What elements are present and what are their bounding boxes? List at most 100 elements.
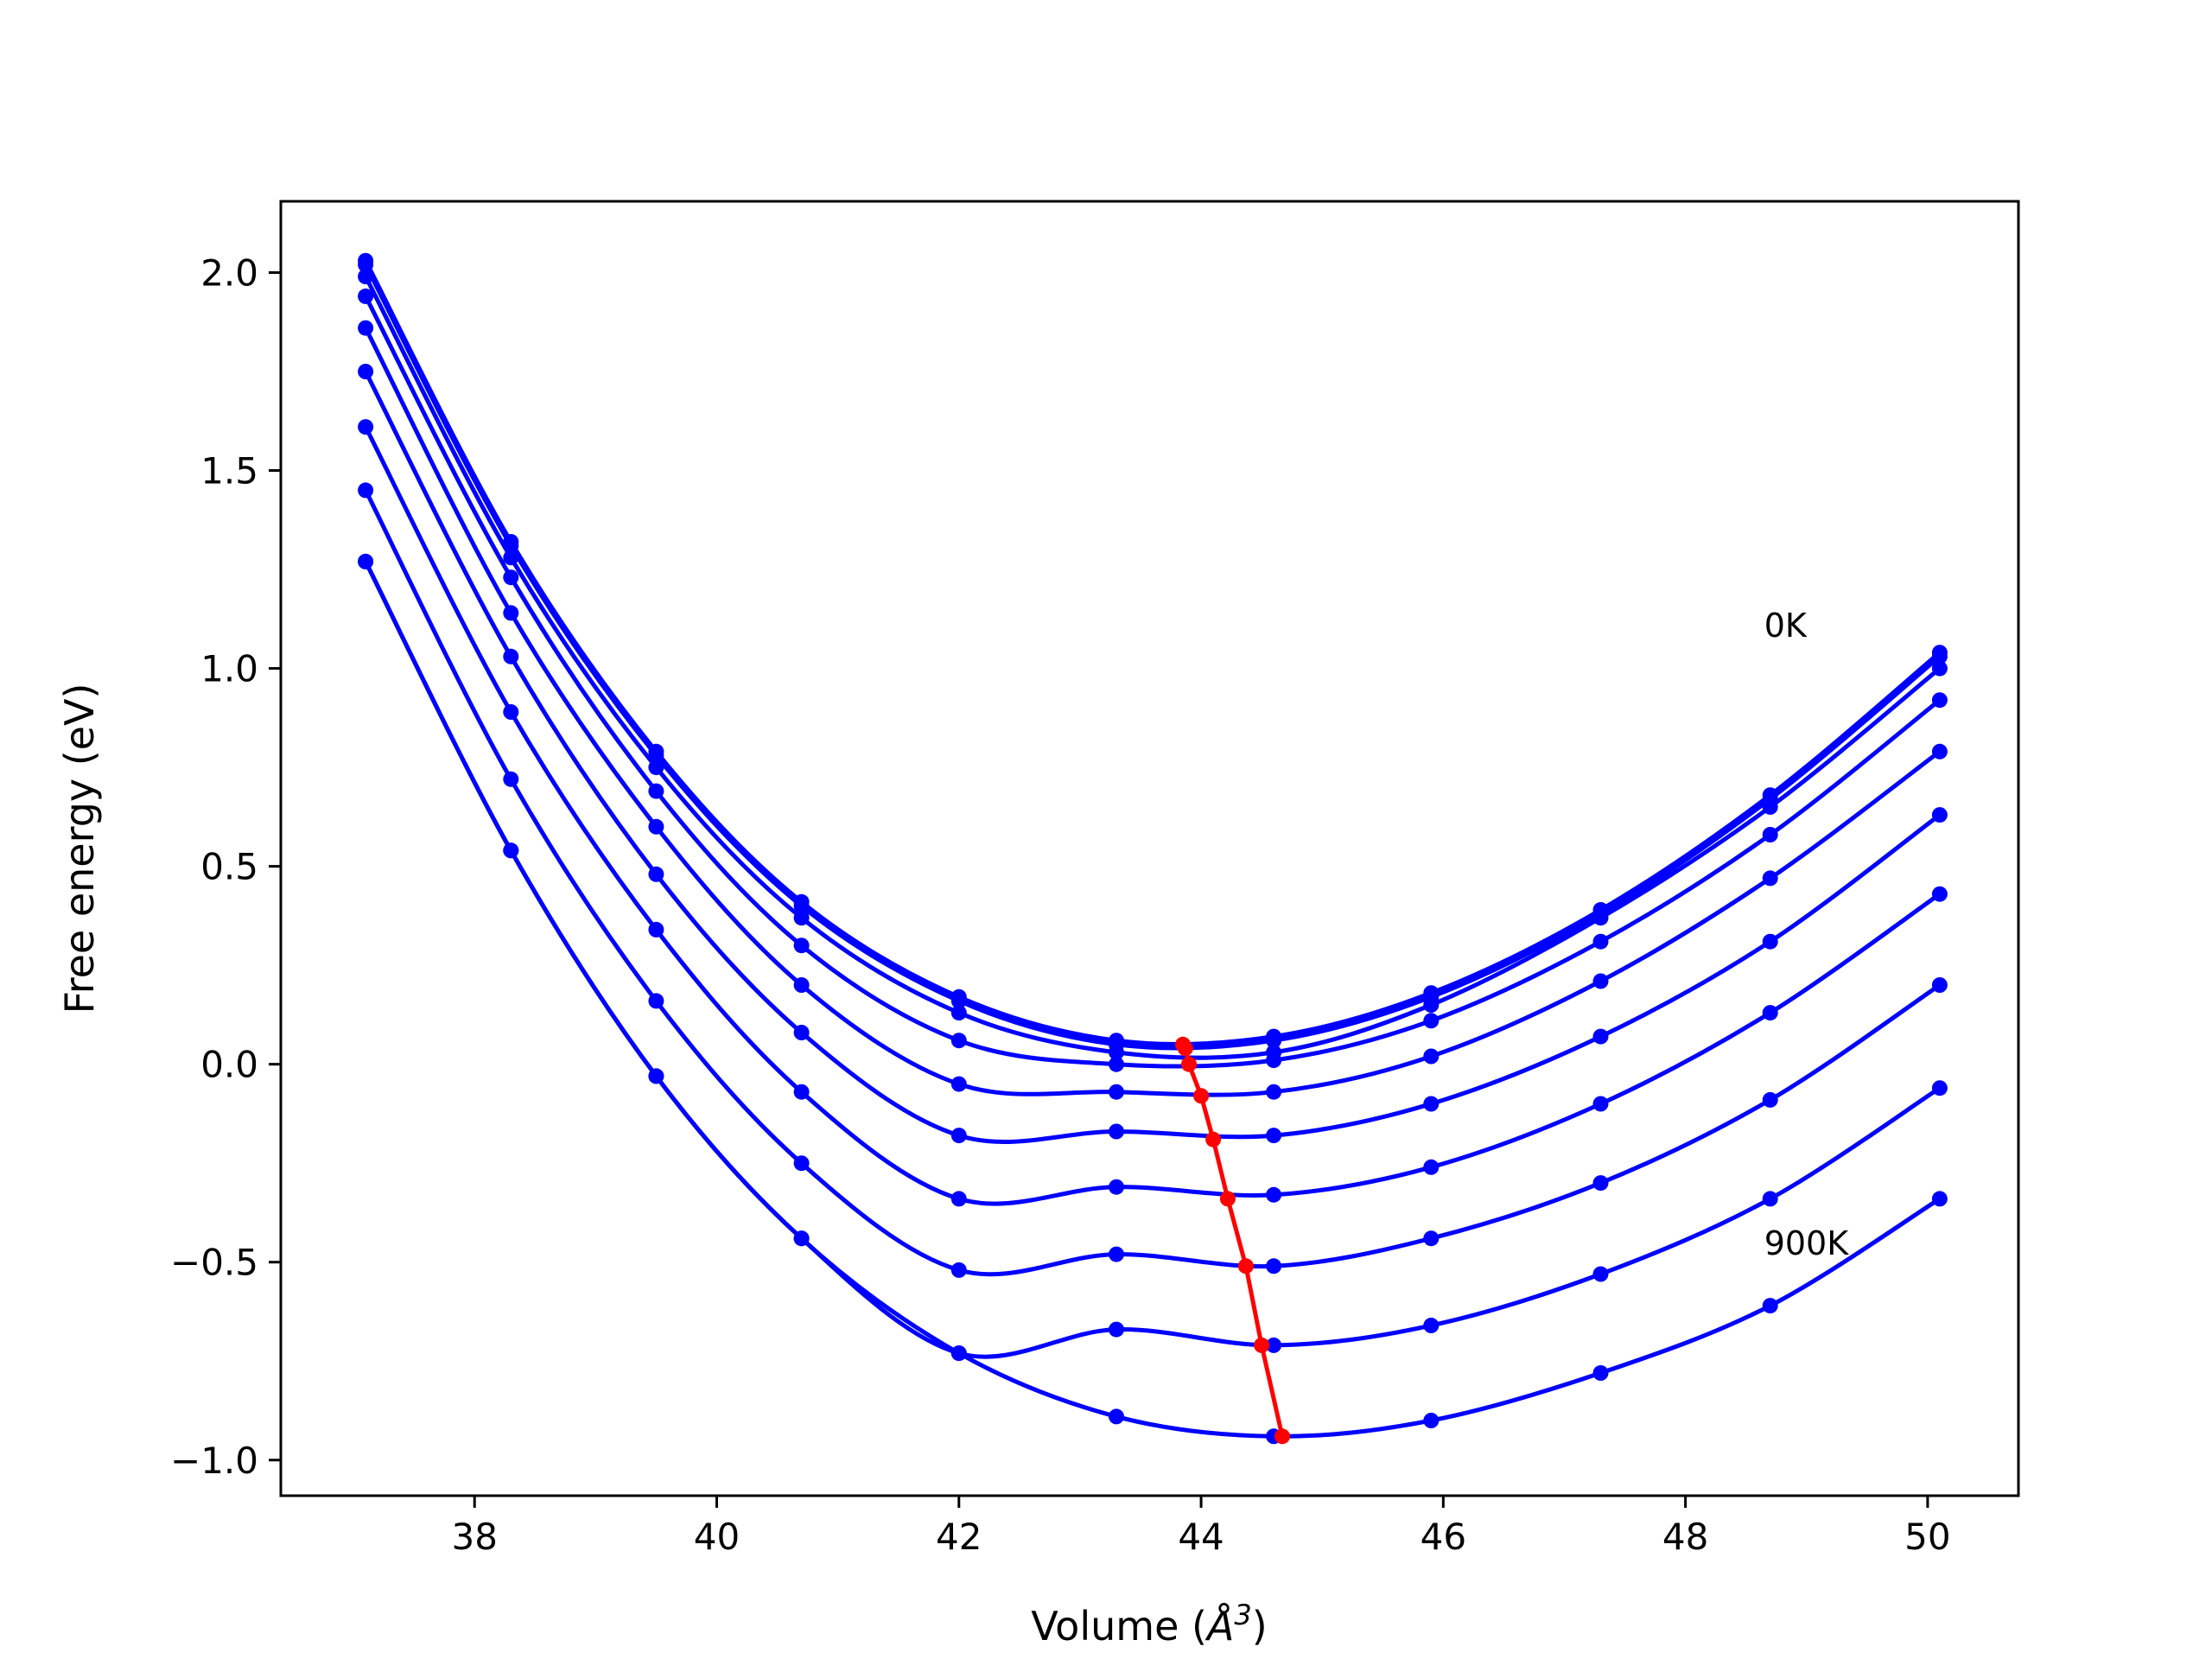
data-point (1592, 910, 1609, 926)
minimum-point (1254, 1337, 1270, 1353)
annotations: 0K 900K (1764, 607, 1850, 1262)
data-point (1109, 1321, 1124, 1338)
series-3 (358, 269, 1948, 1060)
series-7 (358, 419, 1948, 1207)
minimum-point (1177, 1040, 1193, 1057)
data-point (648, 760, 664, 776)
data-point (1423, 1413, 1440, 1428)
data-point (950, 993, 967, 1009)
data-point (950, 1005, 967, 1021)
data-point (358, 269, 374, 284)
y-tick-label: 1.0 (200, 648, 258, 690)
data-point (1109, 1084, 1124, 1100)
data-point (793, 977, 810, 993)
x-tick-label: 48 (1662, 1516, 1708, 1558)
data-point (950, 1033, 967, 1049)
minimum-point (1205, 1131, 1222, 1147)
data-point (1266, 1128, 1282, 1144)
minimum-point (1237, 1258, 1254, 1274)
data-point (1423, 1230, 1440, 1247)
data-point (358, 288, 374, 304)
series-line (363, 425, 1942, 1206)
series-line (363, 259, 1942, 1046)
series-line (363, 560, 1942, 1439)
data-point (503, 569, 519, 586)
data-point (1592, 933, 1609, 950)
x-tick-label: 50 (1904, 1516, 1950, 1558)
data-point (950, 1191, 967, 1207)
data-point (358, 257, 374, 273)
data-point (1109, 1123, 1124, 1140)
x-axis-label-superscript: 3 (1234, 1599, 1251, 1631)
data-point (1762, 1005, 1778, 1021)
data-point (1762, 1091, 1778, 1108)
plot-frame (279, 200, 2020, 1497)
data-point (1266, 1052, 1282, 1069)
y-tick-label: −1.0 (170, 1440, 258, 1482)
series-line (363, 295, 1942, 1069)
x-tick-label: 44 (1178, 1516, 1224, 1558)
data-point (358, 419, 374, 435)
data-point (1266, 1186, 1282, 1203)
data-point (1762, 798, 1778, 815)
data-point (950, 1076, 967, 1092)
minimum-point (1274, 1428, 1290, 1445)
data-point (503, 842, 519, 859)
series-6 (358, 364, 1948, 1145)
minimum-point (1219, 1191, 1236, 1207)
data-point (648, 818, 664, 835)
annotation-2: 900K (1764, 1224, 1850, 1262)
series-group (358, 252, 1948, 1445)
data-point (1762, 1191, 1778, 1207)
data-point (793, 898, 810, 914)
data-point (1423, 1048, 1440, 1065)
x-tick-label: 40 (694, 1516, 740, 1558)
data-point (1109, 1044, 1124, 1060)
data-point (1266, 1033, 1282, 1049)
series-4 (358, 288, 1948, 1072)
series-line (363, 327, 1942, 1097)
data-point (358, 320, 374, 336)
data-point (503, 550, 519, 566)
data-point (648, 866, 664, 882)
x-tick-label: 38 (451, 1516, 497, 1558)
data-point (358, 482, 374, 499)
data-point (1423, 1013, 1440, 1029)
data-point (503, 605, 519, 621)
y-tick-label: 1.5 (200, 450, 258, 493)
data-point (1266, 1258, 1282, 1274)
data-point (1762, 870, 1778, 887)
data-point (648, 783, 664, 799)
data-point (1592, 973, 1609, 989)
data-point (1592, 1266, 1609, 1282)
y-axis: −1.0 −0.5 0.0 0.5 1.0 1.5 2.0 (170, 251, 281, 1482)
data-point (1423, 1159, 1440, 1175)
data-point (1762, 827, 1778, 842)
data-point (793, 1084, 810, 1100)
data-point (648, 1068, 664, 1084)
minimum-point (1193, 1088, 1210, 1104)
data-point (793, 910, 810, 926)
series-8 (358, 482, 1948, 1278)
data-point (1931, 648, 1948, 664)
data-point (1266, 1337, 1282, 1353)
data-point (1762, 933, 1778, 950)
data-point (950, 1345, 967, 1362)
data-point (1931, 1080, 1948, 1096)
series-5 (358, 320, 1948, 1100)
data-point (793, 1155, 810, 1172)
data-point (1762, 1298, 1778, 1314)
data-point (950, 1262, 967, 1278)
data-point (1931, 692, 1948, 709)
data-point (358, 364, 374, 379)
data-point (1931, 660, 1948, 677)
series-line (363, 275, 1942, 1060)
x-axis-label-suffix: ) (1252, 1603, 1268, 1649)
series-line (363, 264, 1942, 1051)
data-point (1931, 807, 1948, 823)
data-point (1109, 1246, 1124, 1262)
minimum-path-group (1175, 1036, 1290, 1445)
annotation-1: 0K (1764, 607, 1808, 645)
